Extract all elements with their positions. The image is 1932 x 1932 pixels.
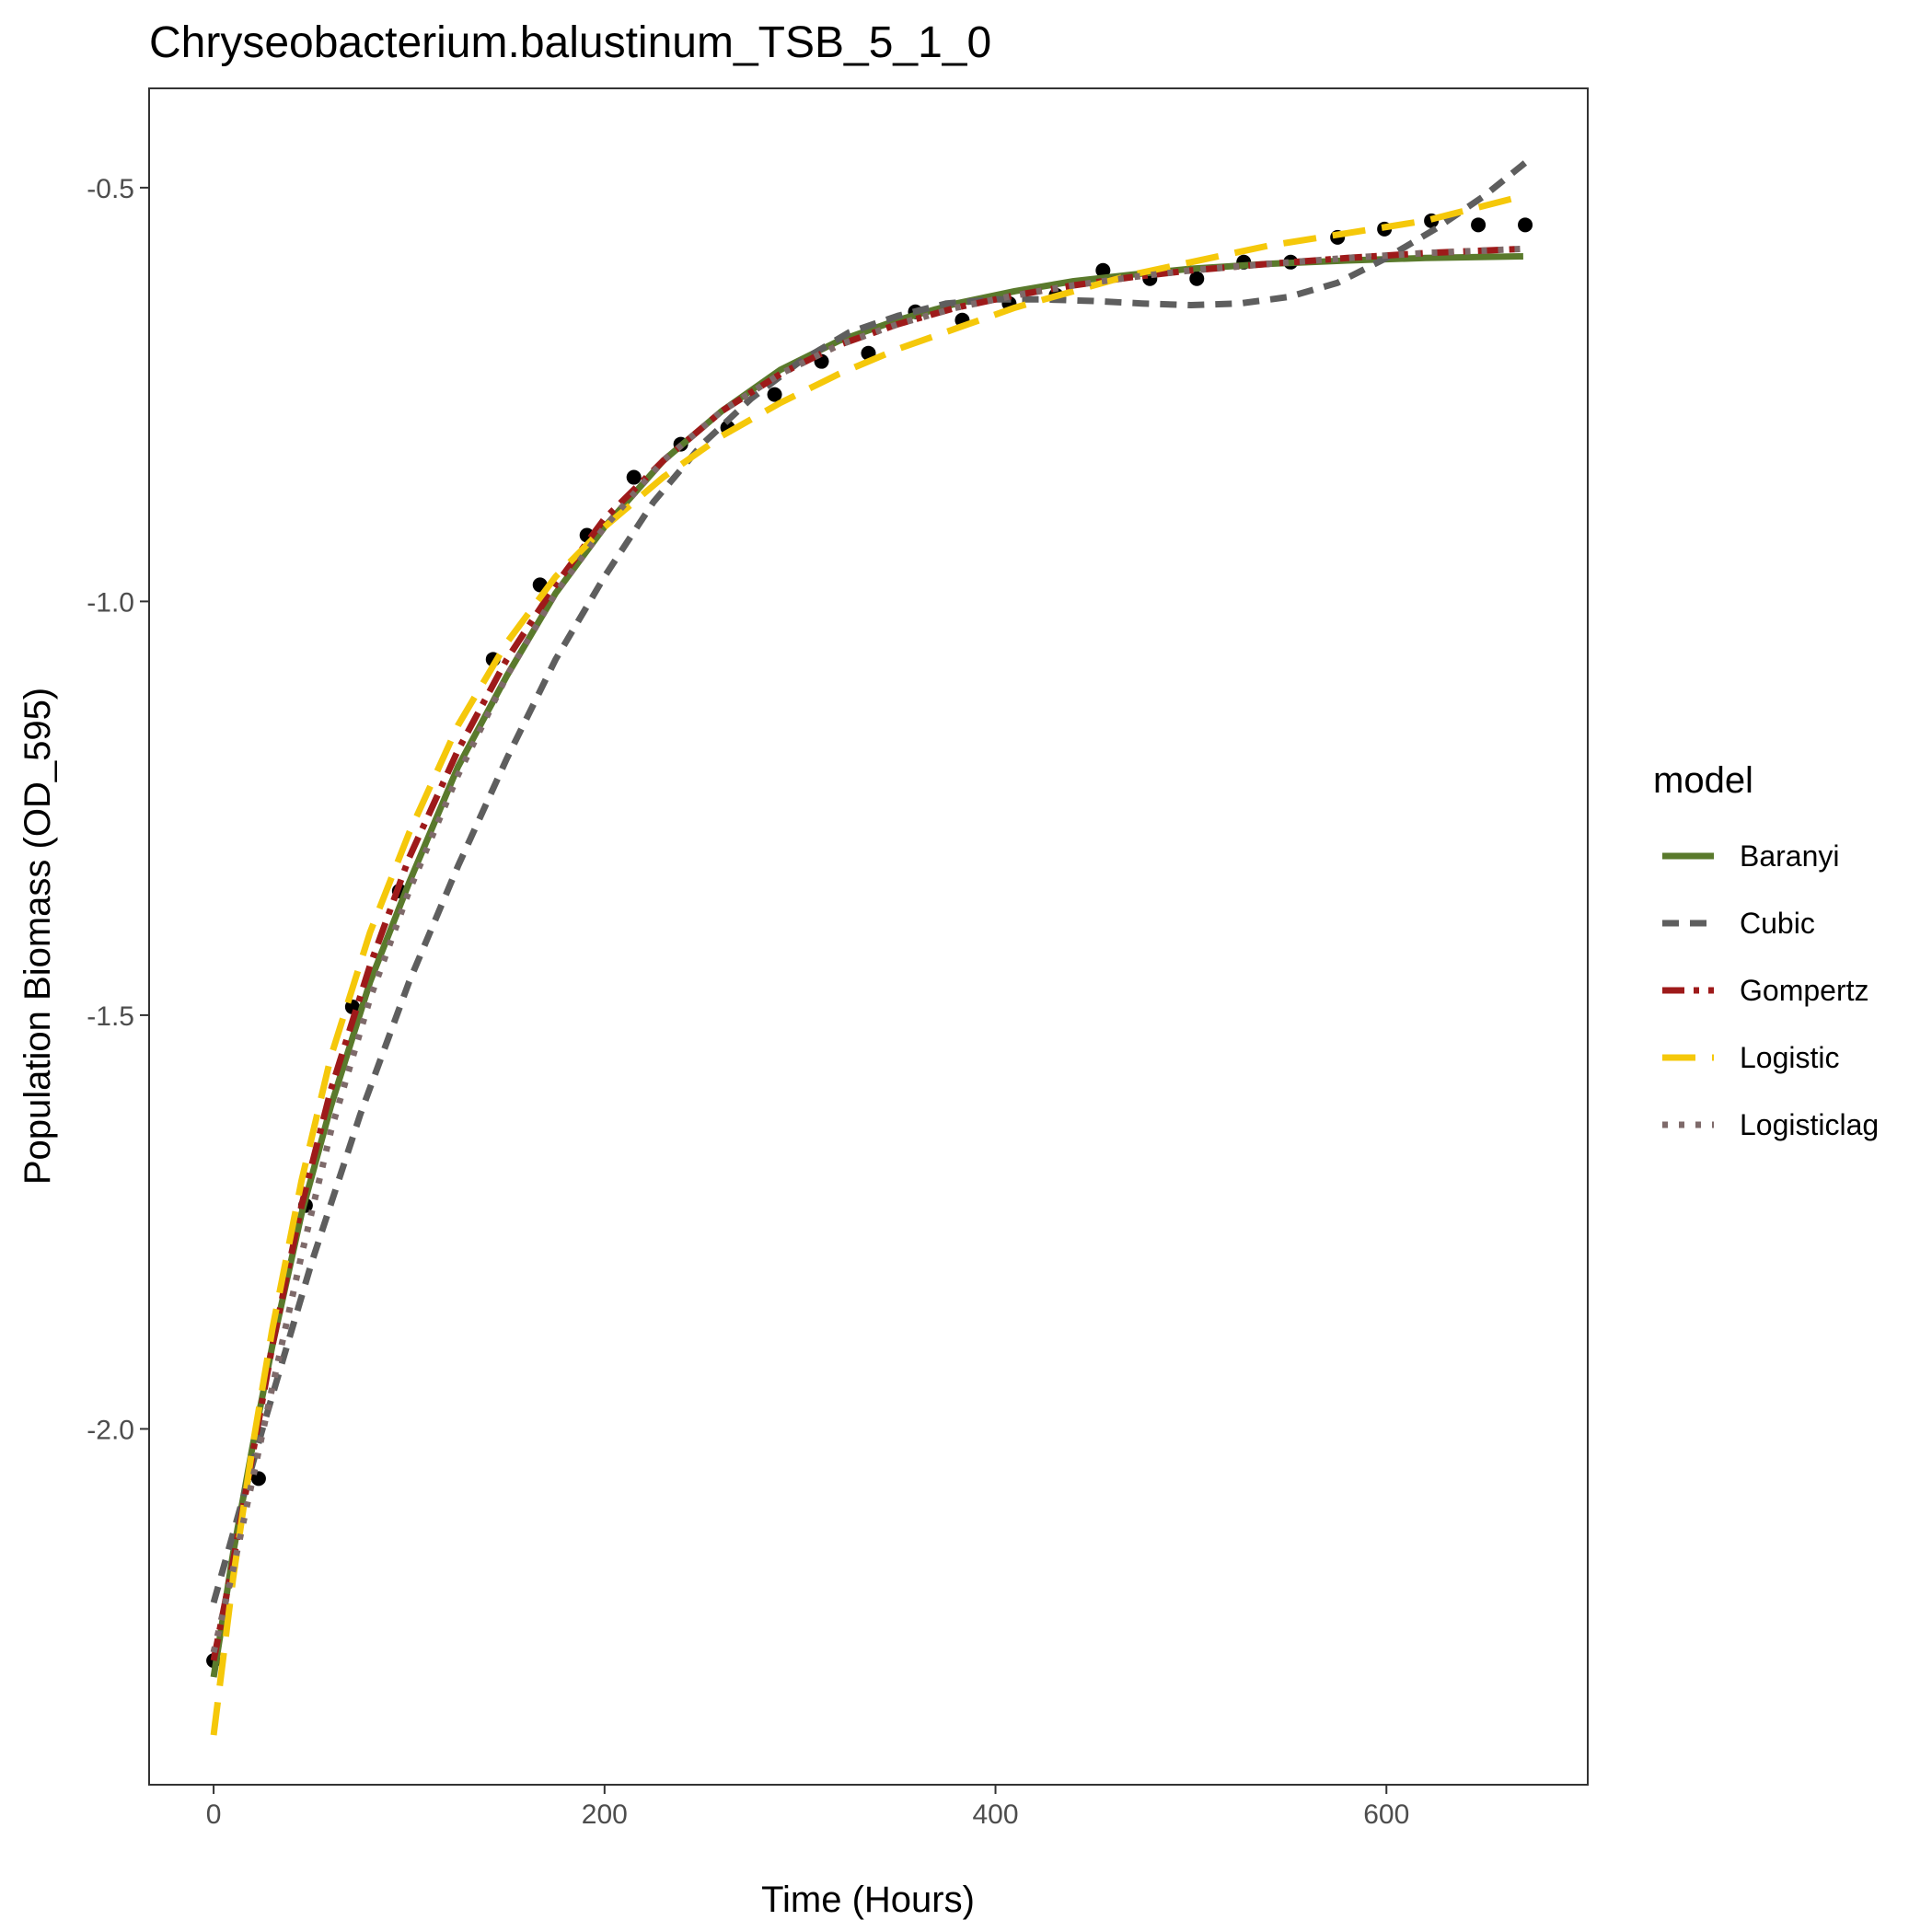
plot-panel: [148, 87, 1589, 1786]
x-tick-label: 600: [1363, 1799, 1409, 1830]
model-lines: [210, 160, 1528, 1736]
data-point: [767, 387, 782, 402]
plot-area: [148, 87, 1589, 1786]
series-line-logistic: [210, 192, 1524, 1736]
data-point: [1518, 217, 1533, 233]
data-point: [1189, 271, 1205, 286]
legend-label-cubic: Cubic: [1740, 907, 1815, 940]
y-tick-label: -2.0: [87, 1415, 134, 1445]
data-point: [1095, 262, 1111, 278]
y-tick-label: -0.5: [87, 174, 134, 204]
data-point: [1471, 217, 1487, 233]
x-axis-title: Time (Hours): [761, 1880, 975, 1920]
y-axis-title: Population Biomass (OD_595): [17, 688, 58, 1185]
series-line-logisticlag: [210, 245, 1524, 1654]
legend-label-logisticlag: Logisticlag: [1740, 1108, 1879, 1141]
data-point: [626, 469, 642, 485]
series-line-cubic: [210, 160, 1528, 1604]
x-axis: 0 200 400 600: [206, 1785, 1409, 1830]
chart-title: Chryseobacterium.balustinum_TSB_5_1_0: [149, 18, 991, 67]
legend: model Baranyi Cubic Gompertz Logistic Logist…: [1653, 760, 1879, 1141]
legend-label-baranyi: Baranyi: [1740, 839, 1840, 873]
legend-title: model: [1653, 760, 1753, 801]
legend-label-logistic: Logistic: [1740, 1041, 1840, 1074]
y-axis: -2.0 -1.5 -1.0 -0.5: [87, 174, 149, 1445]
y-tick-label: -1.5: [87, 1001, 134, 1032]
x-tick-label: 200: [582, 1799, 628, 1830]
x-tick-label: 0: [206, 1799, 222, 1830]
data-point: [250, 1471, 266, 1487]
y-tick-label: -1.0: [87, 587, 134, 618]
legend-label-gompertz: Gompertz: [1740, 974, 1868, 1007]
x-tick-label: 400: [973, 1799, 1019, 1830]
